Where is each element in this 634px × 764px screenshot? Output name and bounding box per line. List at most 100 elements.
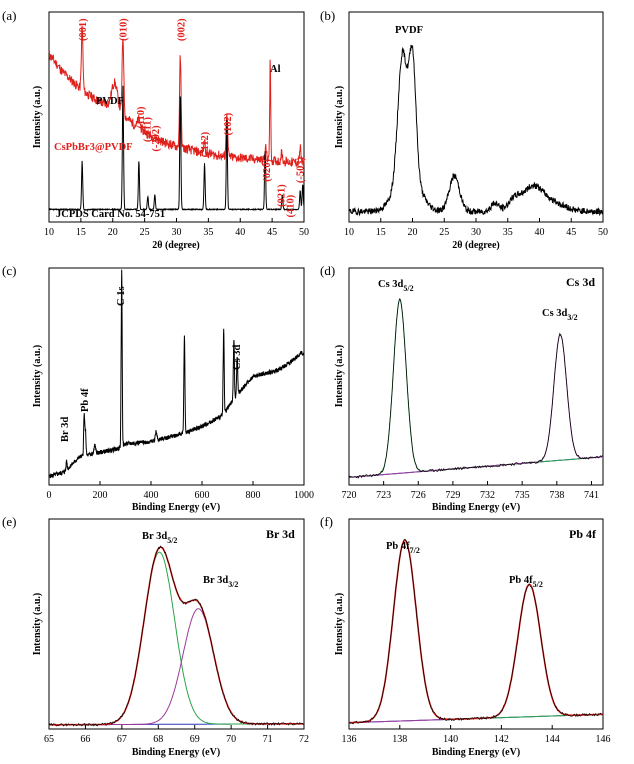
x-tick-label: 138 [392,734,407,745]
panel-a: (a) 10 15 20 25 30 35 40 45 50 2θ (degree) Inten… [2,8,309,251]
x-tick-label: 723 [376,490,391,501]
x-tick-label: 50 [598,227,608,238]
panel-f-frame [348,518,604,730]
panel-b-pvdf-label: PVDF [395,25,423,36]
panel-b-y-label: Intensity (a.u.) [334,86,345,149]
x-tick-label: 144 [545,734,560,745]
x-tick-label: 67 [117,734,127,745]
panel-d-y-label: Intensity (a.u.) [334,345,345,408]
panel-e-curves [48,545,305,727]
fit-peak-2 [49,608,305,726]
x-tick-label: 65 [44,734,54,745]
panel-e-frame [48,518,305,730]
x-tick-label: 35 [203,227,213,238]
x-tick-label: 741 [584,490,599,501]
measured-spectrum [348,538,604,725]
panel-c-x-label: Binding Energy (eV) [132,502,220,513]
panel-a-peak-labels: (001) (010) (110)(-111)(-202) (002) (-112) (1… [78,18,306,218]
panel-a-al-label: Al [270,64,281,75]
panel-c-br3d-label: Br 3d [60,417,71,442]
x-tick-label: 146 [596,734,611,745]
panel-b-frame [348,11,604,223]
fit-peak-2 [349,583,603,724]
x-tick-label: 45 [566,227,576,238]
panel-c-frame [48,267,305,486]
x-tick-label: 1000 [294,490,314,501]
x-tick-label: 735 [515,490,530,501]
x-tick-label: 15 [76,227,86,238]
panel-a-pvdf-label: PVDF [96,96,124,107]
panel-d-title: Cs 3d [566,275,595,289]
x-tick-label: 35 [503,227,513,238]
panel-d-peak2-label: Cs 3d3/2 [542,308,578,322]
panel-a-letter: (a) [2,8,16,23]
panel-c-cs3d-label: Cs 3d [232,344,243,370]
x-tick-label: 400 [144,490,159,501]
panel-d-letter: (d) [320,263,335,278]
x-tick-label: 25 [439,227,449,238]
panel-a-x-ticks: 10 15 20 25 30 35 40 45 50 [44,218,309,238]
panel-c-y-label: Intensity (a.u.) [32,345,43,408]
x-tick-label: 72 [299,734,309,745]
peak-index-label: (-202) [151,125,162,152]
panel-d-peak1-label: Cs 3d5/2 [378,279,414,293]
x-tick-label: 15 [376,227,386,238]
panel-a-y-label: Intensity (a.u.) [32,86,43,149]
panel-e: (e) 65 66 67 68 69 70 71 72 Binding Energy (eV)… [2,514,309,758]
panel-c-letter: (c) [2,263,16,278]
panel-d-curves [348,297,604,479]
x-tick-label: 10 [344,227,354,238]
x-tick-label: 136 [342,734,357,745]
panel-d-frame [348,267,604,486]
panel-b-x-ticks: 10 15 20 25 30 35 40 45 50 [344,218,608,238]
peak-index-label: (-503) [296,156,307,183]
x-tick-label: 142 [494,734,509,745]
x-tick-label: 30 [471,227,481,238]
panel-f-peak2-label: Pb 4f5/2 [509,575,543,589]
panel-d: (d) 720 723 726 729 732 735 738 741 Binding Ene… [320,263,604,513]
x-tick-label: 40 [535,227,545,238]
fit-envelope [349,539,603,724]
panel-a-sample-label: CsPbBr3@PVDF [54,142,133,153]
x-tick-label: 800 [246,490,261,501]
peak-index-label: (021) [276,184,287,207]
x-tick-label: 50 [299,227,309,238]
x-tick-label: 0 [47,490,52,501]
x-tick-label: 732 [480,490,495,501]
fit-peak-1 [349,539,603,724]
panel-f: (f) 136 138 140 142 144 146 Binding Energy (e… [320,514,611,758]
panel-d-x-label: Binding Energy (eV) [432,502,520,513]
x-tick-label: 69 [190,734,200,745]
panel-e-peak2-label: Br 3d3/2 [203,575,238,589]
peak-index-label: (-111) [143,117,154,143]
panel-f-peak1-label: Pb 4f7/2 [386,541,420,555]
panel-e-letter: (e) [2,514,16,529]
panel-a-red-pattern [48,25,305,167]
panel-f-x-label: Binding Energy (eV) [432,747,520,758]
x-tick-label: 726 [411,490,426,501]
fit-peak-1 [49,551,304,726]
measured-spectrum [48,545,305,727]
panel-c-x-ticks: 0 200 400 600 800 1000 [47,481,314,501]
panel-e-x-ticks: 65 66 67 68 69 70 71 72 [44,725,309,745]
panel-a-reference-label: JCPDS Card No. 54-751 [56,209,165,220]
panel-e-peak1-label: Br 3d5/2 [142,531,177,545]
panel-f-title: Pb 4f [569,527,597,541]
peak-index-label: (110) [136,106,147,129]
x-tick-label: 66 [80,734,90,745]
panel-a-reference-pattern [48,85,305,212]
x-tick-label: 729 [445,490,460,501]
peak-index-label: (102) [223,112,234,135]
peak-index-label: (010) [118,18,129,41]
panel-c-pb4f-label: Pb 4f [80,388,91,412]
panel-f-y-label: Intensity (a.u.) [334,593,345,656]
x-tick-label: 25 [140,227,150,238]
panel-b-letter: (b) [320,8,335,23]
panel-f-x-ticks: 136 138 140 142 144 146 [342,725,611,745]
x-tick-label: 70 [226,734,236,745]
panel-f-curves [348,538,604,725]
measured-spectrum [348,297,604,479]
peak-index-label: (020) [262,159,273,182]
panel-c-survey-spectrum [48,269,305,479]
